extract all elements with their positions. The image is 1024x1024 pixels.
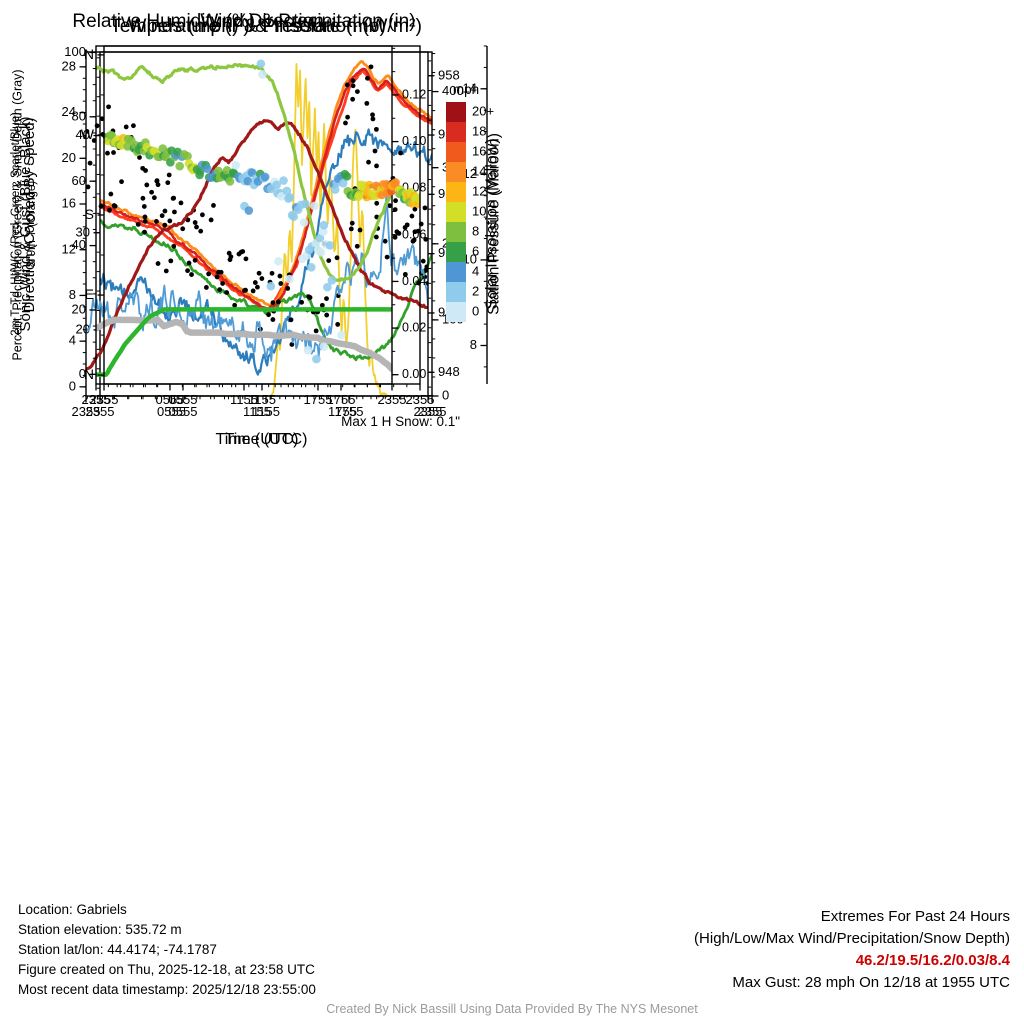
station-location: Location: Gabriels <box>18 902 127 917</box>
wind-direction-chart <box>0 0 512 436</box>
station-info: Location: Gabriels Station elevation: 53… <box>18 900 316 1000</box>
credit-line: Created By Nick Bassill Using Data Provi… <box>326 1002 698 1016</box>
max-gust: Max Gust: 28 mph On 12/18 at 1955 UTC <box>732 974 1010 991</box>
extremes-values: 46.2/19.5/16.2/0.03/8.4 <box>855 952 1010 969</box>
station-elevation: Station elevation: 535.72 m <box>18 922 182 937</box>
figure-created: Figure created on Thu, 2025-12-18, at 23… <box>18 962 315 977</box>
extremes-subtitle: (High/Low/Max Wind/Precipitation/Snow De… <box>694 930 1010 947</box>
data-timestamp: Most recent data timestamp: 2025/12/18 2… <box>18 982 316 997</box>
station-latlon: Station lat/lon: 44.4174; -74.1787 <box>18 942 217 957</box>
extremes-block: Extremes For Past 24 Hours (High/Low/Max… <box>490 906 1010 994</box>
extremes-title: Extremes For Past 24 Hours <box>820 908 1010 925</box>
